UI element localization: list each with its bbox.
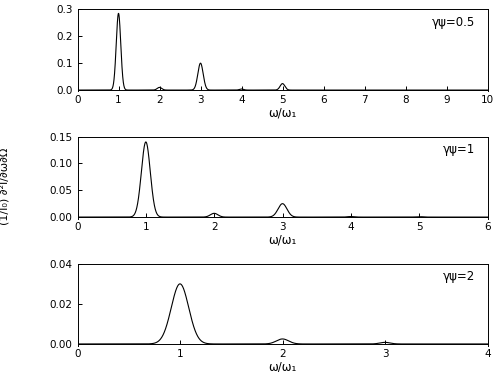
- Text: (1/I₀) ∂²I/∂ω∂Ω: (1/I₀) ∂²I/∂ω∂Ω: [0, 147, 10, 225]
- Text: γψ=2: γψ=2: [443, 270, 475, 283]
- X-axis label: ω/ω₁: ω/ω₁: [268, 106, 296, 119]
- X-axis label: ω/ω₁: ω/ω₁: [268, 360, 296, 372]
- Text: γψ=1: γψ=1: [443, 143, 475, 156]
- Text: γψ=0.5: γψ=0.5: [432, 16, 475, 29]
- X-axis label: ω/ω₁: ω/ω₁: [268, 233, 296, 246]
